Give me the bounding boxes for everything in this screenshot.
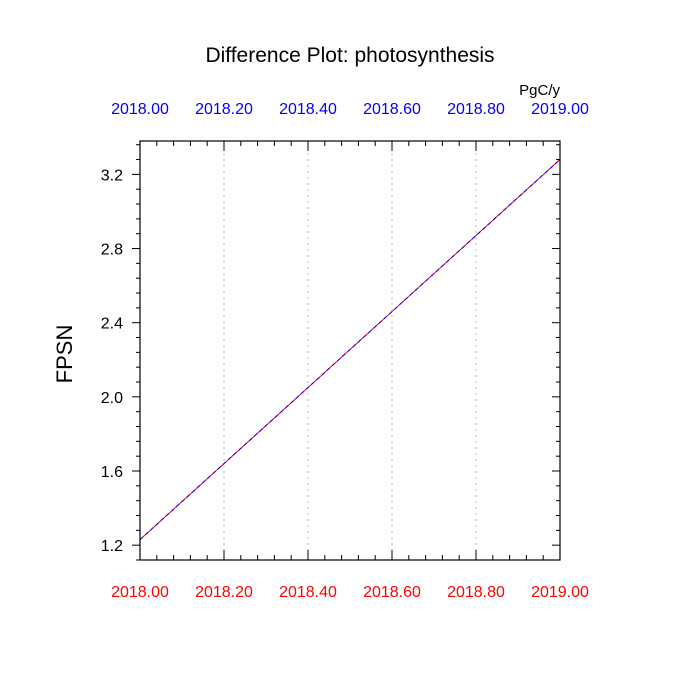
axis-ticks [132,141,561,561]
x-tick-label-bottom: 2018.60 [363,584,421,601]
y-axis-label: FPSN [52,325,77,384]
tick-labels: 2018.00 2018.20 2018.40 2018.60 2018.80 2019.… [101,101,589,601]
units-label: PgC/y [519,82,560,99]
x-tick-label-top: 2018.20 [195,101,253,118]
x-tick-label-bottom: 2018.00 [111,584,169,601]
x-tick-label-bottom: 2019.00 [531,584,589,601]
x-tick-label-top: 2018.40 [279,101,337,118]
x-tick-label-top: 2018.80 [447,101,505,118]
x-tick-label-bottom: 2018.40 [279,584,337,601]
x-tick-label-top: 2019.00 [531,101,589,118]
y-tick-label: 2.4 [101,316,123,333]
series-line-2 [139,159,561,540]
grid [223,141,477,560]
x-tick-label-top: 2018.00 [111,101,169,118]
y-tick-label: 1.2 [101,538,123,555]
y-tick-label: 2.8 [101,242,123,259]
y-tick-label: 2.0 [101,390,123,407]
chart-title: Difference Plot: photosynthesis [205,44,494,67]
x-tick-label-bottom: 2018.20 [195,584,253,601]
plot-series [139,159,561,540]
x-tick-label-top: 2018.60 [363,101,421,118]
y-tick-label: 1.6 [101,464,123,481]
x-tick-label-bottom: 2018.80 [447,584,505,601]
y-tick-label: 3.2 [101,167,123,184]
plot-frame [139,140,561,561]
